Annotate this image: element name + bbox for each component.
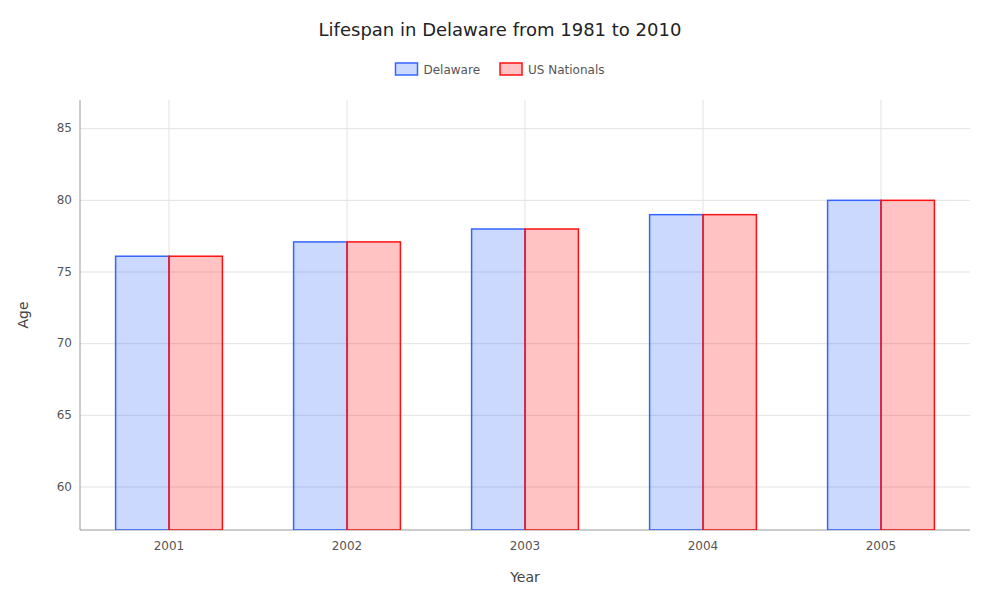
y-tick-label: 80 — [57, 193, 72, 207]
x-axis-title: Year — [509, 569, 540, 585]
x-tick-label: 2005 — [866, 539, 897, 553]
legend-swatch — [500, 63, 522, 75]
y-axis-title: Age — [15, 301, 31, 328]
y-tick-label: 85 — [57, 121, 72, 135]
x-tick-label: 2002 — [332, 539, 363, 553]
bar — [347, 242, 400, 530]
legend-label: US Nationals — [528, 63, 604, 77]
bar — [116, 256, 169, 530]
chart-container: 60 65 70 75 80 85 2001 2002 2003 2004 2005 Year Age L… — [0, 0, 1000, 600]
bars — [116, 200, 935, 530]
x-tick-label: 2001 — [154, 539, 185, 553]
bar — [828, 200, 881, 530]
bar — [703, 215, 756, 530]
y-axis-line — [80, 100, 81, 530]
y-tick-label: 60 — [57, 480, 72, 494]
legend-swatch — [395, 63, 417, 75]
legend-label: Delaware — [423, 63, 480, 77]
x-tick-label: 2004 — [688, 539, 719, 553]
bar — [650, 215, 703, 530]
legend-item: Delaware — [395, 63, 480, 77]
bar — [525, 229, 578, 530]
y-tick-label: 65 — [57, 408, 72, 422]
legend-item: US Nationals — [500, 63, 604, 77]
chart-svg: 60 65 70 75 80 85 2001 2002 2003 2004 2005 Year Age L… — [0, 0, 1000, 600]
bar — [169, 256, 222, 530]
x-tick-label: 2003 — [510, 539, 541, 553]
grid — [80, 100, 970, 530]
bar — [881, 200, 934, 530]
y-tick-label: 75 — [57, 265, 72, 279]
legend: Delaware US Nationals — [395, 63, 604, 77]
bar — [472, 229, 525, 530]
bar — [294, 242, 347, 530]
chart-title: Lifespan in Delaware from 1981 to 2010 — [319, 19, 682, 40]
y-tick-label: 70 — [57, 336, 72, 350]
